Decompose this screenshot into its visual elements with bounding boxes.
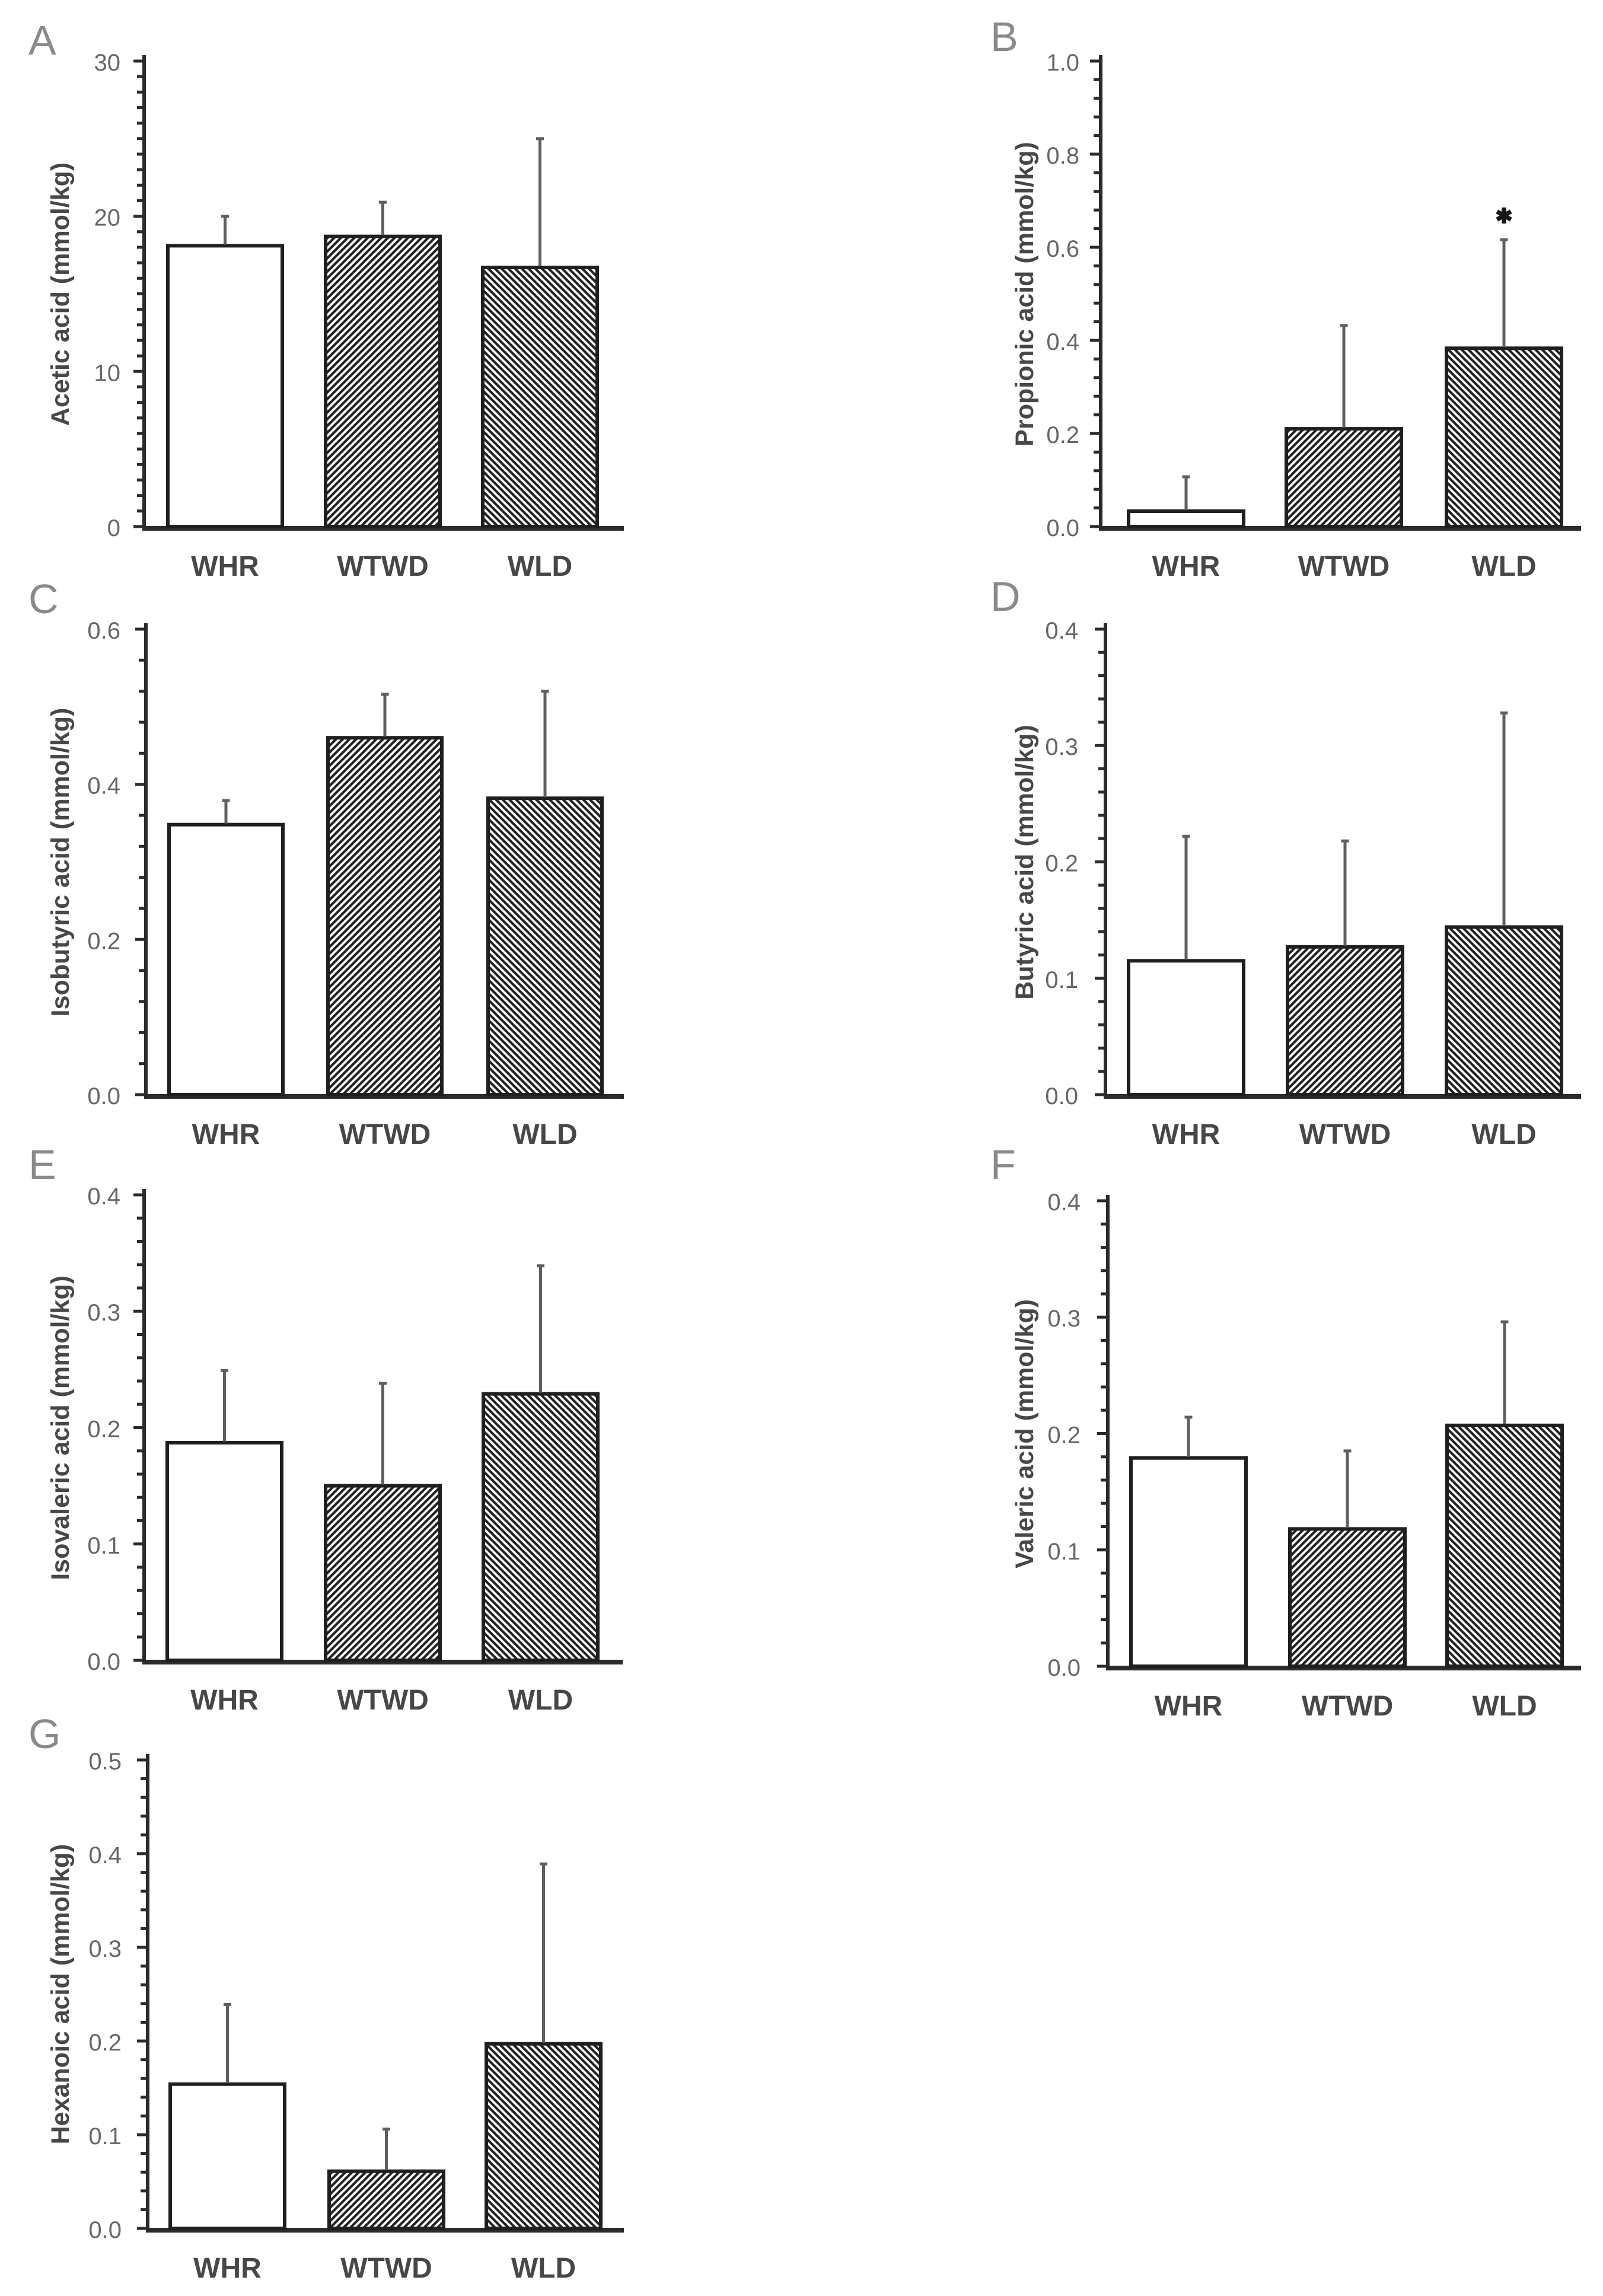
svg-text:WLD: WLD	[1471, 1119, 1536, 1150]
svg-text:Propionic acid (mmol/kg): Propionic acid (mmol/kg)	[1011, 142, 1039, 447]
svg-text:WHR: WHR	[1155, 1691, 1223, 1722]
svg-text:WHR: WHR	[1152, 551, 1220, 582]
svg-text:WLD: WLD	[512, 1119, 577, 1150]
svg-text:0.4: 0.4	[1045, 618, 1078, 644]
svg-text:Hexanoic acid (mmol/kg): Hexanoic acid (mmol/kg)	[46, 1844, 75, 2145]
svg-text:0.1: 0.1	[1045, 967, 1078, 993]
svg-text:WLD: WLD	[1471, 551, 1536, 582]
svg-text:0.3: 0.3	[1045, 734, 1078, 760]
svg-text:0.2: 0.2	[1047, 1423, 1081, 1449]
svg-text:0.5: 0.5	[88, 1749, 122, 1775]
svg-text:0.0: 0.0	[87, 1083, 120, 1109]
svg-text:WLD: WLD	[508, 1685, 573, 1716]
svg-text:0.6: 0.6	[1046, 236, 1079, 262]
svg-text:WTWD: WTWD	[1299, 1119, 1391, 1150]
svg-text:WHR: WHR	[192, 1119, 260, 1150]
svg-text:0.1: 0.1	[1047, 1539, 1081, 1565]
svg-text:E: E	[28, 1141, 56, 1188]
svg-text:WTWD: WTWD	[337, 1685, 429, 1716]
svg-text:30: 30	[94, 50, 121, 76]
svg-text:WTWD: WTWD	[340, 2253, 432, 2284]
svg-text:B: B	[990, 14, 1018, 60]
svg-text:0.1: 0.1	[88, 2123, 122, 2150]
svg-text:0.3: 0.3	[87, 1300, 120, 1326]
svg-text:0: 0	[107, 515, 120, 541]
svg-text:0.6: 0.6	[87, 618, 120, 644]
svg-text:WTWD: WTWD	[1302, 1691, 1394, 1722]
svg-text:WHR: WHR	[191, 551, 259, 582]
svg-text:Isobutyric acid (mmol/kg): Isobutyric acid (mmol/kg)	[46, 708, 75, 1017]
svg-text:F: F	[990, 1141, 1016, 1188]
svg-text:0.4: 0.4	[88, 1842, 122, 1868]
svg-text:G: G	[28, 1711, 60, 1757]
svg-text:0.0: 0.0	[1047, 1655, 1081, 1681]
svg-text:WTWD: WTWD	[1298, 551, 1390, 582]
svg-text:0.2: 0.2	[88, 2030, 122, 2056]
svg-text:0.4: 0.4	[1047, 1190, 1081, 1216]
svg-text:Acetic acid (mmol/kg): Acetic acid (mmol/kg)	[46, 162, 75, 426]
svg-text:0.2: 0.2	[1045, 851, 1078, 877]
svg-text:0.4: 0.4	[1046, 329, 1079, 355]
svg-text:0.0: 0.0	[87, 1649, 120, 1675]
svg-text:WLD: WLD	[511, 2253, 576, 2284]
svg-text:WLD: WLD	[508, 551, 572, 582]
svg-text:0.3: 0.3	[88, 1936, 122, 1962]
svg-text:0.4: 0.4	[87, 1184, 120, 1210]
svg-text:WHR: WHR	[190, 1685, 259, 1716]
svg-text:0.8: 0.8	[1046, 143, 1079, 169]
svg-text:0.1: 0.1	[87, 1533, 120, 1559]
svg-text:WLD: WLD	[1472, 1691, 1537, 1722]
svg-text:0.2: 0.2	[87, 928, 120, 954]
svg-text:WTWD: WTWD	[337, 551, 429, 582]
svg-text:C: C	[28, 576, 59, 622]
svg-text:Valeric acid (mmol/kg): Valeric acid (mmol/kg)	[1011, 1299, 1039, 1568]
svg-text:20: 20	[94, 205, 121, 231]
svg-text:WTWD: WTWD	[339, 1119, 431, 1150]
svg-text:10: 10	[94, 360, 121, 386]
svg-text:0.4: 0.4	[87, 773, 120, 799]
svg-text:Butyric acid (mmol/kg): Butyric acid (mmol/kg)	[1011, 725, 1039, 1000]
svg-text:0.3: 0.3	[1047, 1306, 1081, 1332]
svg-text:1.0: 1.0	[1046, 50, 1079, 76]
svg-text:WHR: WHR	[1152, 1119, 1220, 1150]
svg-text:0.0: 0.0	[1045, 1083, 1078, 1109]
svg-text:D: D	[990, 573, 1021, 620]
svg-text:0.2: 0.2	[1046, 422, 1079, 448]
svg-text:WHR: WHR	[193, 2253, 262, 2284]
svg-text:Isovaleric acid (mmol/kg): Isovaleric acid (mmol/kg)	[46, 1275, 75, 1580]
svg-text:0.2: 0.2	[87, 1417, 120, 1443]
svg-text:0.0: 0.0	[88, 2217, 122, 2243]
svg-text:0.0: 0.0	[1046, 515, 1079, 541]
svg-text:A: A	[28, 17, 56, 63]
